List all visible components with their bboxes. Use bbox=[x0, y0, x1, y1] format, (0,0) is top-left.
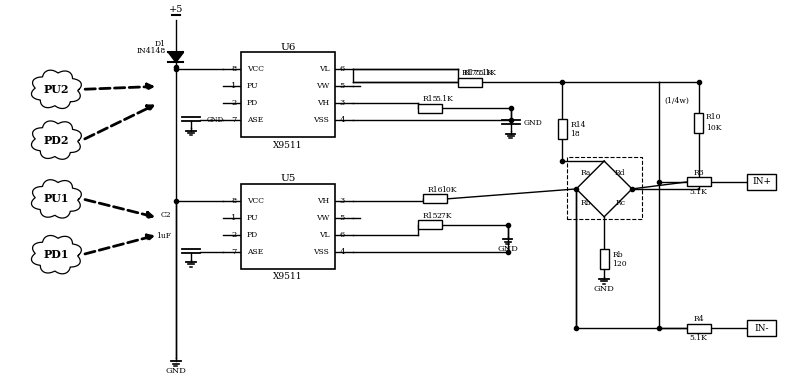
Text: X9511: X9511 bbox=[274, 141, 302, 150]
Text: X9511: X9511 bbox=[274, 272, 302, 281]
Bar bbox=[687, 178, 710, 187]
Text: VSS: VSS bbox=[314, 116, 330, 124]
Text: 7: 7 bbox=[231, 248, 237, 256]
Text: IN-: IN- bbox=[754, 324, 769, 333]
Text: VL: VL bbox=[318, 66, 330, 74]
Text: GND: GND bbox=[523, 119, 542, 127]
Text: VCC: VCC bbox=[246, 66, 264, 74]
Polygon shape bbox=[31, 70, 82, 109]
Text: R16: R16 bbox=[427, 186, 442, 194]
Text: PU2: PU2 bbox=[44, 84, 69, 95]
Bar bbox=[558, 119, 567, 139]
Text: 2: 2 bbox=[231, 231, 237, 239]
Text: Rb: Rb bbox=[612, 251, 622, 259]
Text: GND: GND bbox=[166, 367, 186, 375]
Polygon shape bbox=[31, 236, 82, 274]
Text: R4: R4 bbox=[694, 316, 704, 323]
Text: PD: PD bbox=[246, 231, 258, 239]
Text: 18: 18 bbox=[570, 130, 580, 138]
Text: 8: 8 bbox=[231, 197, 237, 205]
Text: Ra: Ra bbox=[581, 169, 591, 177]
Text: ASE: ASE bbox=[246, 248, 263, 256]
Polygon shape bbox=[31, 121, 82, 159]
Bar bbox=[746, 320, 777, 336]
Text: Rc: Rc bbox=[615, 199, 625, 207]
Text: R17: R17 bbox=[464, 69, 479, 77]
Bar bbox=[241, 184, 335, 268]
Text: PU: PU bbox=[246, 214, 258, 222]
Text: 3: 3 bbox=[339, 197, 345, 205]
Text: 4: 4 bbox=[339, 248, 345, 256]
Text: D1: D1 bbox=[155, 40, 166, 48]
Text: R17: R17 bbox=[462, 69, 478, 77]
Text: 7: 7 bbox=[231, 116, 237, 124]
Bar bbox=[241, 52, 335, 137]
Text: U5: U5 bbox=[280, 175, 296, 184]
Text: VW: VW bbox=[316, 82, 330, 90]
Text: VSS: VSS bbox=[314, 248, 330, 256]
Text: 5: 5 bbox=[339, 82, 345, 90]
Bar bbox=[423, 195, 447, 203]
Text: PD1: PD1 bbox=[44, 249, 69, 260]
Text: 120: 120 bbox=[612, 260, 626, 268]
Text: GND: GND bbox=[206, 116, 224, 124]
Text: +5: +5 bbox=[169, 5, 183, 14]
Text: R15: R15 bbox=[422, 212, 438, 220]
Text: R10: R10 bbox=[706, 113, 722, 121]
Text: 6: 6 bbox=[339, 66, 345, 74]
Text: IN4148: IN4148 bbox=[137, 48, 166, 55]
Text: Rd: Rd bbox=[614, 169, 626, 177]
Text: ASE: ASE bbox=[246, 116, 263, 124]
Bar bbox=[687, 324, 710, 333]
Text: 5.1K: 5.1K bbox=[435, 95, 453, 103]
Text: IN+: IN+ bbox=[752, 178, 771, 187]
Text: 1: 1 bbox=[231, 82, 237, 90]
Text: VCC: VCC bbox=[246, 197, 264, 205]
Text: PD: PD bbox=[246, 99, 258, 107]
Text: GND: GND bbox=[594, 285, 614, 293]
Text: VH: VH bbox=[317, 197, 330, 205]
Text: PD2: PD2 bbox=[44, 135, 69, 146]
Text: C2: C2 bbox=[160, 211, 171, 219]
Text: PU1: PU1 bbox=[44, 193, 69, 204]
Text: Rb: Rb bbox=[581, 199, 591, 207]
Text: 10K: 10K bbox=[441, 186, 457, 194]
Text: (1/4w): (1/4w) bbox=[665, 97, 690, 105]
Text: VH: VH bbox=[317, 99, 330, 107]
Text: 2: 2 bbox=[231, 99, 237, 107]
Bar bbox=[694, 113, 703, 133]
Text: R15: R15 bbox=[422, 95, 438, 103]
Text: 8: 8 bbox=[231, 66, 237, 74]
Text: 5: 5 bbox=[339, 214, 345, 222]
Text: 10K: 10K bbox=[706, 124, 722, 132]
Text: 6: 6 bbox=[339, 231, 345, 239]
Text: 5.1K: 5.1K bbox=[478, 69, 497, 77]
Text: U6: U6 bbox=[280, 43, 296, 52]
Text: 4: 4 bbox=[339, 116, 345, 124]
Text: 1uF: 1uF bbox=[156, 232, 171, 240]
Bar bbox=[418, 220, 442, 229]
Text: 27K: 27K bbox=[436, 212, 451, 220]
Text: 1: 1 bbox=[231, 214, 237, 222]
Bar bbox=[458, 78, 482, 87]
Text: PU: PU bbox=[246, 82, 258, 90]
Text: VL: VL bbox=[318, 231, 330, 239]
Polygon shape bbox=[169, 52, 183, 63]
Text: 5.1K: 5.1K bbox=[690, 188, 708, 196]
Text: GND: GND bbox=[497, 245, 518, 253]
Text: 3: 3 bbox=[339, 99, 345, 107]
Polygon shape bbox=[31, 180, 82, 218]
Bar bbox=[567, 157, 642, 219]
Bar bbox=[746, 174, 777, 190]
Bar bbox=[600, 249, 609, 268]
Text: VW: VW bbox=[316, 214, 330, 222]
Text: 5.1K: 5.1K bbox=[476, 69, 494, 77]
Text: R14: R14 bbox=[570, 121, 586, 129]
Text: R3: R3 bbox=[694, 169, 704, 177]
Bar bbox=[418, 104, 442, 113]
Text: 5.1K: 5.1K bbox=[690, 334, 708, 342]
